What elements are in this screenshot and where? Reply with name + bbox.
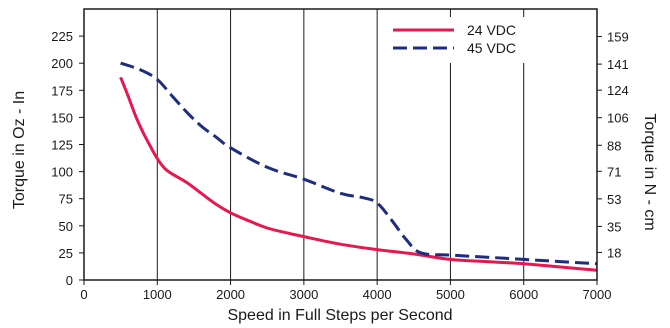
series-line-1 [120, 61, 598, 266]
y2-tick-label: 141 [607, 57, 629, 72]
y-tick-label: 100 [51, 165, 73, 180]
y-tick-label: 175 [51, 83, 73, 98]
y-tick-label: 225 [51, 29, 73, 44]
series-line-0 [119, 76, 598, 272]
x-tick-label: 3000 [289, 287, 318, 302]
y2-tick-label: 88 [607, 138, 621, 153]
x-tick-label: 7000 [583, 287, 612, 302]
axis-ticks: 0 1000 2000 3000 4000 5000 6000 7000 0 25 50 75 100 1… [51, 29, 628, 302]
legend: 24 VDC 45 VDC [387, 17, 533, 63]
legend-box [387, 17, 533, 63]
y-tick-label: 125 [51, 138, 73, 153]
x-tick-label: 6000 [509, 287, 538, 302]
y2-tick-label: 159 [607, 30, 629, 45]
y-tick-label: 25 [59, 246, 73, 261]
y-axis-title: Torque in Oz - In [11, 91, 28, 209]
series-lines [119, 61, 598, 272]
y2-tick-label: 53 [607, 192, 621, 207]
x-tick-label: 1000 [143, 287, 172, 302]
x-tick-label: 0 [80, 287, 87, 302]
y2-tick-label: 124 [607, 83, 629, 98]
y2-tick-label: 106 [607, 111, 629, 126]
y-tick-label: 50 [59, 219, 73, 234]
x-tick-label: 2000 [216, 287, 245, 302]
y2-axis-title: Torque in N - cm [641, 113, 658, 230]
y-tick-label: 75 [59, 192, 73, 207]
x-tick-label: 5000 [436, 287, 465, 302]
x-axis-title: Speed in Full Steps per Second [227, 307, 452, 324]
y-tick-label: 0 [66, 273, 73, 288]
y-tick-label: 200 [51, 56, 73, 71]
x-tick-label: 4000 [363, 287, 392, 302]
y2-tick-label: 35 [607, 219, 621, 234]
y-tick-label: 150 [51, 110, 73, 125]
y2-tick-label: 71 [607, 164, 621, 179]
y2-tick-label: 18 [607, 245, 621, 260]
legend-label: 24 VDC [467, 22, 516, 38]
legend-label: 45 VDC [467, 40, 516, 56]
